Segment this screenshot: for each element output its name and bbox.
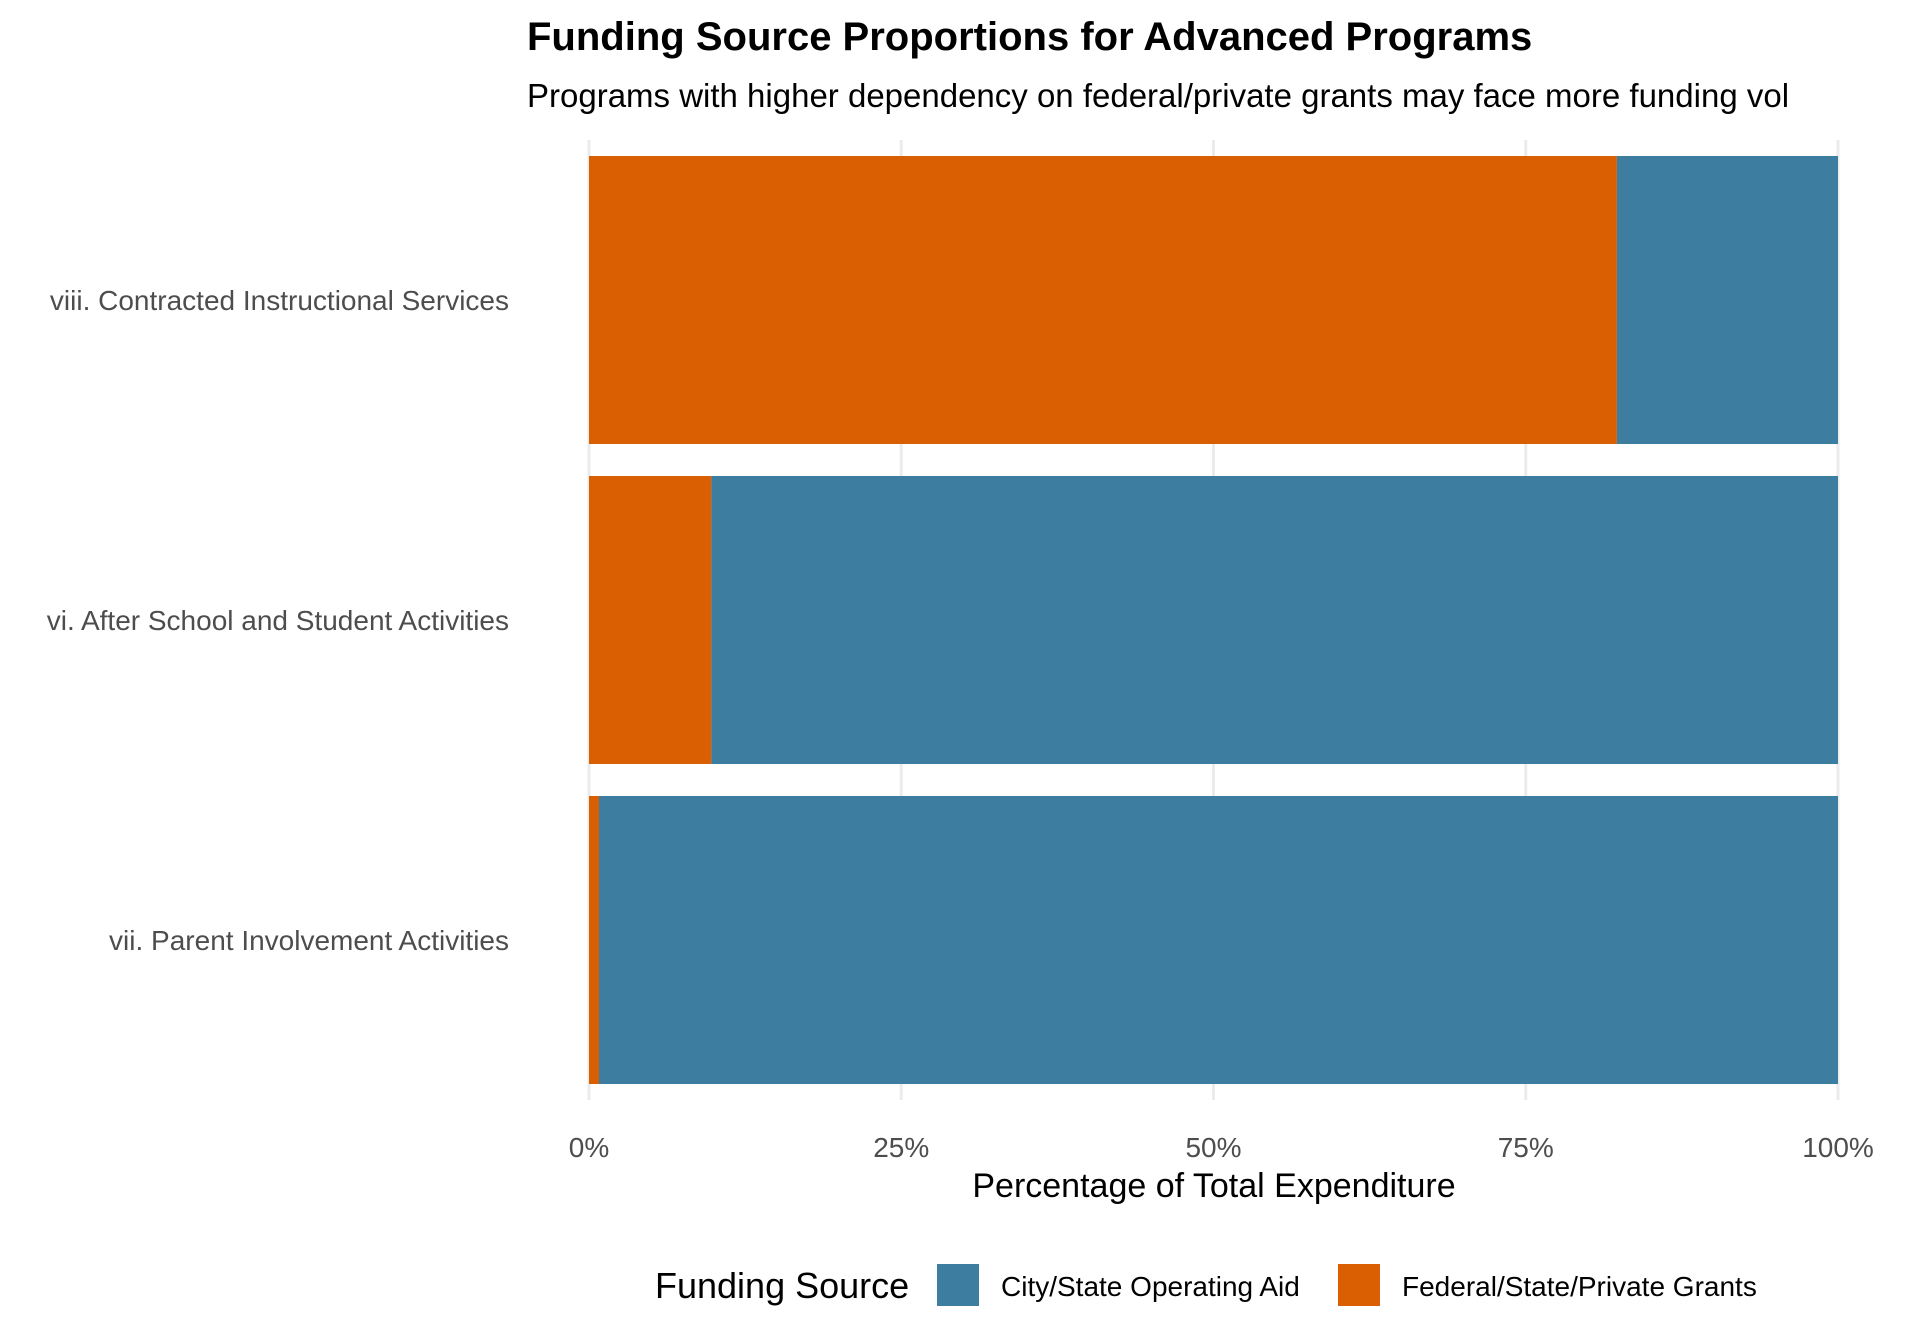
x-tick-label-1: 25% [873,1132,929,1163]
legend-swatch-1 [1338,1264,1380,1306]
x-tick-label-0: 0% [569,1132,609,1163]
chart-title: Funding Source Proportions for Advanced … [527,15,1532,59]
y-tick-label-1: vi. After School and Student Activities [47,605,509,636]
legend-label-1: Federal/State/Private Grants [1402,1271,1757,1302]
y-axis-labels: viii. Contracted Instructional Services v… [47,285,509,956]
x-tick-label-2: 50% [1185,1132,1241,1163]
x-axis-ticks: 0% 25% 50% 75% 100% [569,1132,1874,1163]
bar-2-series-1 [598,796,1839,1084]
legend-label-0: City/State Operating Aid [1001,1271,1300,1302]
legend-title: Funding Source [655,1265,909,1306]
bars [589,156,1839,1084]
bar-1-series-0 [589,476,712,764]
bar-0-series-1 [1616,156,1838,444]
legend-swatch-0 [937,1264,979,1306]
y-tick-label-2: vii. Parent Involvement Activities [109,925,509,956]
x-axis-title: Percentage of Total Expenditure [972,1167,1455,1205]
chart-subtitle: Programs with higher dependency on feder… [527,77,1789,114]
x-tick-label-4: 100% [1802,1132,1874,1163]
legend: Funding Source City/State Operating Aid Fe… [655,1264,1757,1306]
bar-0-series-0 [589,156,1617,444]
bar-1-series-1 [711,476,1838,764]
bar-2-series-0 [589,796,599,1084]
y-tick-label-0: viii. Contracted Instructional Services [50,285,509,316]
x-tick-label-3: 75% [1498,1132,1554,1163]
